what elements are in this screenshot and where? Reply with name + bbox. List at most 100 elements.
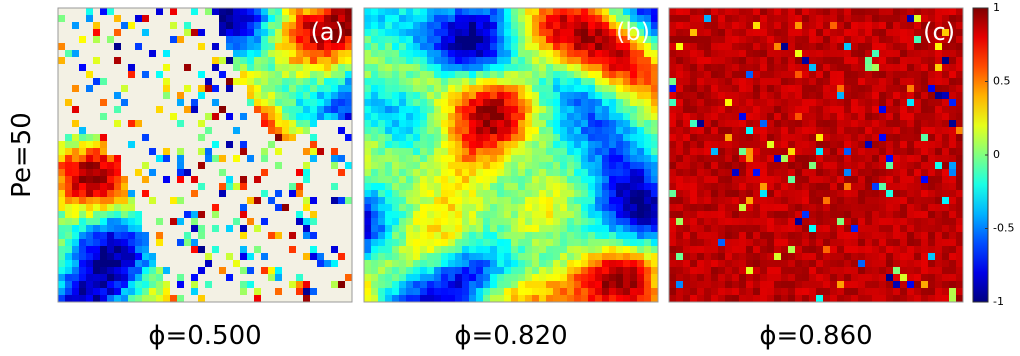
texture-cell [753, 8, 760, 15]
texture-cell [331, 204, 338, 211]
texture-cell [637, 232, 644, 239]
texture-cell [441, 15, 448, 22]
texture-cell [163, 36, 170, 43]
texture-cell [247, 183, 254, 190]
texture-cell [296, 176, 303, 183]
texture-cell [268, 246, 275, 253]
texture-cell [581, 267, 588, 274]
texture-cell [385, 253, 392, 260]
texture-cell [872, 15, 879, 22]
texture-cell [170, 127, 177, 134]
texture-cell [830, 190, 837, 197]
texture-cell [865, 155, 872, 162]
texture-cell [525, 190, 532, 197]
texture-cell [872, 155, 879, 162]
texture-cell [711, 162, 718, 169]
texture-cell [448, 141, 455, 148]
texture-cell [697, 113, 704, 120]
texture-cell [420, 288, 427, 295]
texture-cell [212, 162, 219, 169]
texture-cell [240, 43, 247, 50]
texture-cell [504, 218, 511, 225]
texture-cell [100, 295, 107, 302]
texture-cell [107, 204, 114, 211]
texture-cell [497, 239, 504, 246]
texture-cell [637, 197, 644, 204]
texture-cell [546, 225, 553, 232]
texture-cell [781, 64, 788, 71]
texture-cell [588, 183, 595, 190]
texture-cell [767, 85, 774, 92]
texture-cell [879, 183, 886, 190]
texture-cell [79, 8, 86, 15]
texture-cell [413, 267, 420, 274]
texture-cell [240, 246, 247, 253]
texture-cell [114, 211, 121, 218]
texture-cell [469, 29, 476, 36]
texture-cell [413, 141, 420, 148]
texture-cell [746, 155, 753, 162]
texture-cell [212, 120, 219, 127]
texture-cell [483, 36, 490, 43]
texture-cell [637, 148, 644, 155]
texture-cell [121, 274, 128, 281]
texture-cell [205, 148, 212, 155]
texture-cell [651, 169, 658, 176]
texture-cell [142, 267, 149, 274]
texture-cell [289, 141, 296, 148]
texture-cell [261, 141, 268, 148]
texture-cell [170, 71, 177, 78]
texture-cell [718, 295, 725, 302]
texture-cell [427, 78, 434, 85]
texture-cell [142, 92, 149, 99]
texture-cell [268, 169, 275, 176]
texture-cell [676, 169, 683, 176]
texture-cell [86, 260, 93, 267]
texture-cell [490, 274, 497, 281]
texture-cell [345, 148, 352, 155]
texture-cell [434, 120, 441, 127]
texture-cell [872, 106, 879, 113]
texture-cell [893, 295, 900, 302]
texture-cell [177, 78, 184, 85]
texture-cell [753, 57, 760, 64]
texture-cell [212, 204, 219, 211]
texture-cell [338, 85, 345, 92]
texture-cell [497, 141, 504, 148]
texture-cell [170, 176, 177, 183]
texture-cell [324, 204, 331, 211]
texture-cell [448, 22, 455, 29]
texture-cell [483, 134, 490, 141]
texture-cell [441, 50, 448, 57]
texture-cell [546, 85, 553, 92]
texture-cell [637, 274, 644, 281]
texture-cell [142, 36, 149, 43]
texture-cell [711, 148, 718, 155]
texture-cell [830, 15, 837, 22]
texture-cell [844, 246, 851, 253]
texture-cell [907, 120, 914, 127]
texture-cell [282, 29, 289, 36]
texture-cell [455, 295, 462, 302]
texture-cell [86, 190, 93, 197]
texture-cell [72, 281, 79, 288]
texture-cell [261, 120, 268, 127]
texture-cell [392, 274, 399, 281]
texture-cell [275, 274, 282, 281]
texture-cell [865, 148, 872, 155]
texture-cell [718, 162, 725, 169]
texture-cell [303, 204, 310, 211]
texture-cell [560, 155, 567, 162]
texture-cell [588, 204, 595, 211]
texture-cell [469, 22, 476, 29]
texture-cell [254, 232, 261, 239]
texture-cell [427, 246, 434, 253]
texture-cell [567, 155, 574, 162]
texture-cell [399, 85, 406, 92]
texture-cell [303, 64, 310, 71]
texture-cell [324, 197, 331, 204]
texture-cell [718, 183, 725, 190]
texture-cell [644, 57, 651, 64]
texture-cell [79, 169, 86, 176]
texture-cell [616, 204, 623, 211]
